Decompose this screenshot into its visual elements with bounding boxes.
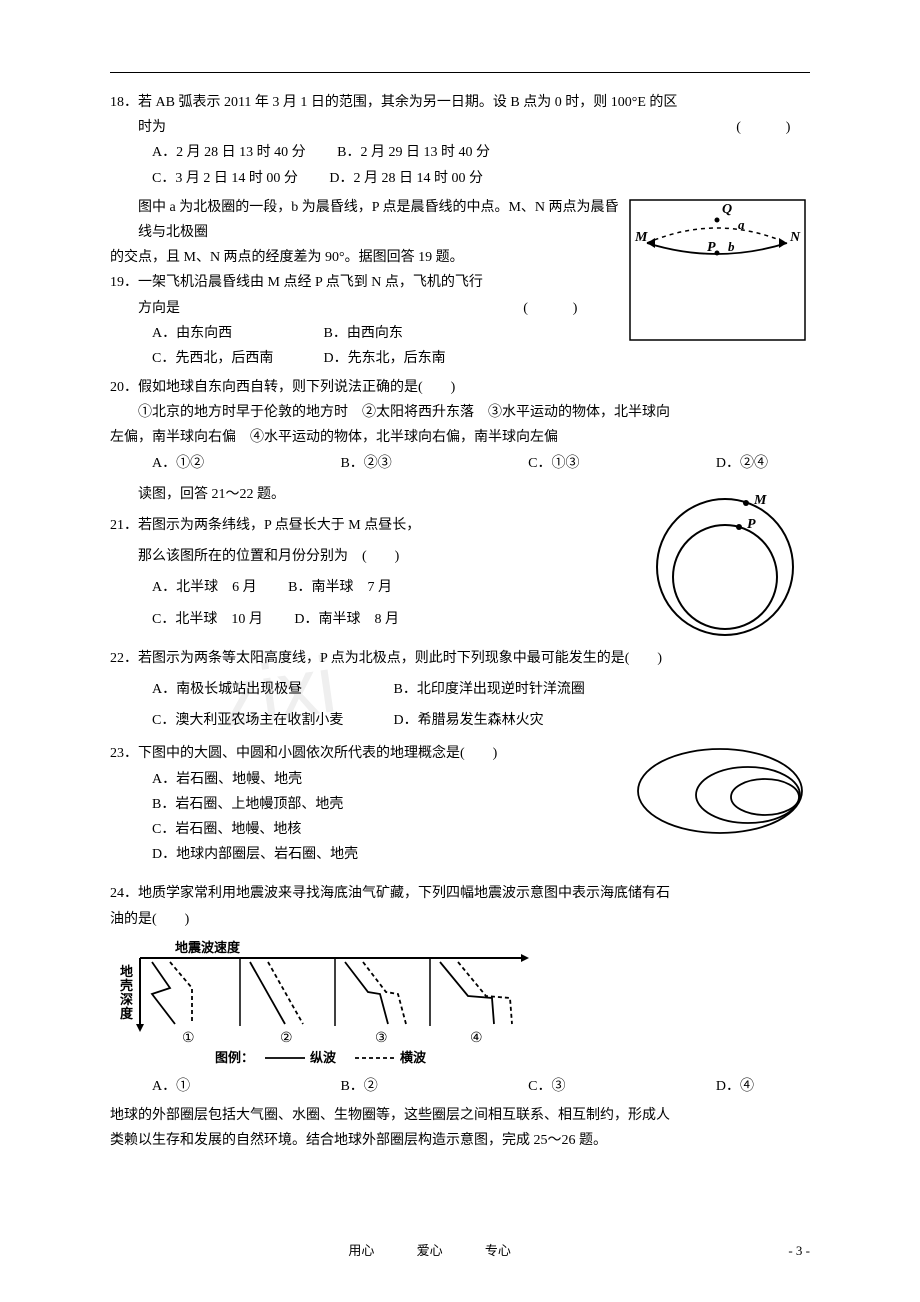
q21-stem2: 那么该图所在的位置和月份分别为 ( ) [110,544,640,569]
q20-line1: ①北京的地方时早于伦敦的地方时 ②太阳将西升东落 ③水平运动的物体，北半球向 [110,400,810,425]
q21-opt-b: B．南半球 7 月 [288,575,392,600]
fig-label-a: a [738,217,745,232]
fig-label-N: N [789,230,801,245]
svg-text:度: 度 [120,1006,134,1021]
question-18: 18．若 AB 弧表示 2011 年 3 月 1 日的范围，其余为另一日期。设 … [110,90,810,191]
question-20: 20．假如地球自东向西自转，则下列说法正确的是( ) ①北京的地方时早于伦敦的地… [110,375,810,476]
q18-stem-line1: 18．若 AB 弧表示 2011 年 3 月 1 日的范围，其余为另一日期。设 … [110,90,810,115]
page-footer: 用心 爱心 专心 - 3 - [110,1239,810,1262]
footer-m1: 用心 [348,1243,374,1258]
q21-22-intro: 读图，回答 21～22 题。 [110,482,640,507]
footer-m2: 爱心 [417,1243,443,1258]
fig-label-b: b [728,239,735,254]
q24-stem1: 24．地质学家常利用地震波来寻找海底油气矿藏，下列四幅地震波示意图中表示海底储有… [110,881,810,906]
q19-opt-d: D．先东北，后东南 [324,346,446,371]
q24-opt-a: A．① [152,1074,190,1099]
q22-opt-d: D．希腊易发生森林火灾 [394,708,544,733]
q19-figure: Q a P b M N [625,195,810,371]
q24-opt-b: B．② [340,1074,377,1099]
q19-opt-a: A．由东向西 [152,321,320,346]
fig-n4: ④ [470,1031,483,1046]
q23-opt-b: B．岩石圈、上地幔顶部、地壳 [110,792,630,817]
q21-opt-d: D．南半球 8 月 [294,607,399,632]
q18-opt-b: B．2 月 29 日 13 时 40 分 [337,140,490,165]
q20-line2: 左偏，南半球向右偏 ④水平运动的物体，北半球向右偏，南半球向左偏 [110,425,810,450]
fig-label-P: P [707,240,716,255]
q22-opt-c: C．澳大利亚农场主在收割小麦 [152,708,390,733]
q24-opt-d: D．④ [716,1074,754,1099]
q21-opt-c: C．北半球 10 月 [152,607,263,632]
svg-text:壳: 壳 [119,978,133,993]
q18-stem-line2: 时为 [138,120,166,135]
question-22: 22．若图示为两条等太阳高度线，P 点为北极点，则此时下列现象中最可能发生的是(… [110,646,810,734]
q20-opt-a: A．①② [152,451,204,476]
fig-n3: ③ [375,1031,388,1046]
q21-stem1: 21．若图示为两条纬线，P 点昼长大于 M 点昼长， [110,513,640,538]
q19-stem-1: 19．一架飞机沿晨昏线由 M 点经 P 点飞到 N 点，飞机的飞行 [110,270,625,295]
q20-stem: 20．假如地球自东向西自转，则下列说法正确的是( ) [110,375,810,400]
q20-opt-b: B．②③ [340,451,391,476]
fig-label-M2: M [753,493,767,508]
q18-opt-c: C．3 月 2 日 14 时 00 分 [152,166,298,191]
q18-opt-a: A．2 月 28 日 13 时 40 分 [152,140,306,165]
fig-legend2: 横波 [400,1050,427,1065]
q22-opt-b: B．北印度洋出现逆时针洋流圈 [394,677,585,702]
fig-legend-label: 图例： [215,1050,254,1065]
question-23: 23．下图中的大圆、中圆和小圆依次所代表的地理概念是( ) A．岩石圈、地幔、地… [110,741,810,867]
fig-label-M: M [634,230,648,245]
q19-intro-1: 图中 a 为北极圈的一段，b 为晨昏线，P 点是晨昏线的中点。M、N 两点为晨昏… [110,195,625,245]
q19-stem-2: 方向是 [138,301,180,316]
footer-m3: 专心 [485,1243,511,1258]
fig-legend1: 纵波 [310,1050,337,1065]
question-24: 24．地质学家常利用地震波来寻找海底油气矿藏，下列四幅地震波示意图中表示海底储有… [110,881,810,1099]
q22-stem: 22．若图示为两条等太阳高度线，P 点为北极点，则此时下列现象中最可能发生的是(… [110,646,810,671]
q21-22-figure: M P [640,482,810,642]
footer-page: - 3 - [788,1239,810,1262]
q19-paren: ( ) [523,296,625,321]
fig-label-Q: Q [722,202,732,217]
q19-block: 图中 a 为北极圈的一段，b 为晨昏线，P 点是晨昏线的中点。M、N 两点为晨昏… [110,195,810,371]
outro-line2: 类赖以生存和发展的自然环境。结合地球外部圈层构造示意图，完成 25～26 题。 [110,1128,810,1153]
fig-n2: ② [280,1031,293,1046]
q18-opt-d: D．2 月 28 日 14 时 00 分 [329,166,483,191]
q23-figure [630,741,810,867]
q20-opt-c: C．①③ [528,451,579,476]
fig-xlabel: 地震波速度 [175,940,241,955]
q24-stem2: 油的是( ) [110,907,810,932]
q23-opt-a: A．岩石圈、地幔、地壳 [110,767,630,792]
q20-opt-d: D．②④ [716,451,768,476]
fig-n1: ① [182,1031,195,1046]
q24-figure: 地 壳 深 度 地震波速度 [110,938,810,1068]
q19-opt-b: B．由西向东 [324,321,403,346]
q23-opt-d: D．地球内部圈层、岩石圈、地壳 [110,842,630,867]
q19-intro-2: 的交点，且 M、N 两点的经度差为 90°。据图回答 19 题。 [110,245,625,270]
q19-opt-c: C．先西北，后西南 [152,346,320,371]
q18-paren: ( ) [736,115,810,140]
q21-opt-a: A．北半球 6 月 [152,575,257,600]
fig-label-P2: P [747,517,756,532]
q21-22-block: 读图，回答 21～22 题。 21．若图示为两条纬线，P 点昼长大于 M 点昼长… [110,482,810,642]
outro-line1: 地球的外部圈层包括大气圈、水圈、生物圈等，这些圈层之间相互联系、相互制约，形成人 [110,1103,810,1128]
q24-opt-c: C．③ [528,1074,565,1099]
q23-stem: 23．下图中的大圆、中圆和小圆依次所代表的地理概念是( ) [110,741,630,766]
svg-text:深: 深 [120,992,133,1007]
header-rule [110,72,810,73]
q23-opt-c: C．岩石圈、地幔、地核 [110,817,630,842]
fig-ylabel: 地 [120,964,133,979]
q22-opt-a: A．南极长城站出现极昼 [152,677,390,702]
